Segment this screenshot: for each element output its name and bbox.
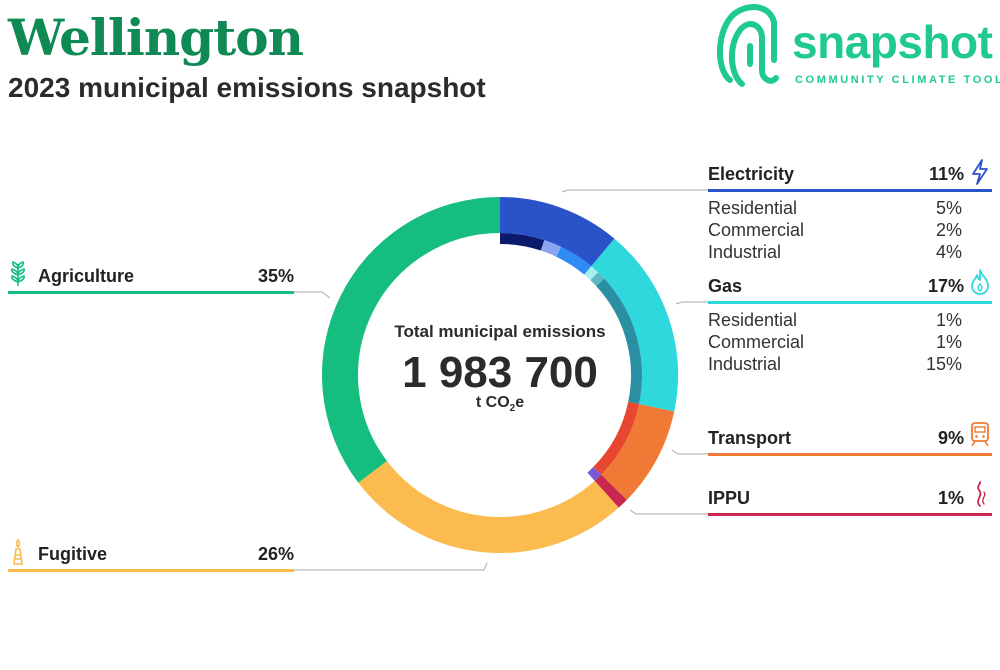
donut-subslice-electricity-commercial [540,240,562,257]
electricity-label: Electricity [708,164,795,184]
gas-sub-industrial: Industrial 15% [708,354,962,374]
snapshot-logo: snapshot COMMUNITY CLIMATE TOOL [712,0,1000,92]
gas-flare-icon [13,538,23,565]
logo-wordmark: snapshot [792,16,993,68]
fingerprint-logo-icon [717,4,779,87]
ippu-rule [708,513,992,516]
gas-rule [708,301,992,304]
donut-slice-gas [590,238,678,412]
gas-sub-residential: Residential 1% [708,310,962,330]
donut-subslice-gas-commercial [590,272,605,287]
donut-slice-transport [600,403,675,500]
legend-electricity: Electricity 11% [708,164,964,185]
city-title: Wellington [8,8,304,67]
electricity-sub-industrial: Industrial 4% [708,242,962,262]
lightning-icon [972,159,988,185]
electricity-pct: 11% [928,164,964,184]
ippu-pct: 1% [937,488,964,508]
electricity-sub-commercial: Commercial 2% [708,220,962,240]
wheat-icon [11,261,25,286]
electricity-sub-residential: Residential 5% [708,198,962,218]
transport-pct: 9% [937,428,964,448]
fugitive-pct: 26% [257,544,294,564]
gas-pct: 17% [927,276,964,296]
legend-gas: Gas 17% [708,276,964,297]
total-emissions: Total municipal emissions 1 983 700 t CO… [360,322,640,414]
donut-slice-agriculture [322,197,501,483]
donut-subslice-electricity-industrial [556,246,592,275]
donut-subslice-gas-industrial [596,278,642,405]
gas-label: Gas [708,276,743,296]
fugitive-label: Fugitive [38,544,108,564]
total-label: Total municipal emissions [394,322,606,341]
donut-slice-fugitive [358,460,619,553]
leader-line-fugitive [292,562,488,571]
donut-subslice-electricity-residential [499,233,545,251]
agriculture-label: Agriculture [38,266,135,286]
legend-ippu: IPPU 1% [708,488,964,509]
leader-line-gas [675,301,708,305]
transport-rule [708,453,992,456]
agriculture-pct: 35% [257,266,294,286]
smoke-icon [977,481,986,507]
fugitive-rule [8,569,294,572]
legend-transport: Transport 9% [708,428,964,449]
legend-agriculture: Agriculture 35% [38,266,294,287]
legend-fugitive: Fugitive 26% [38,544,294,565]
donut-subslice-gas-residential [584,266,598,281]
flame-icon [971,269,989,295]
electricity-rule [708,189,992,192]
leader-line-agriculture [292,291,331,299]
ippu-label: IPPU [708,488,751,508]
donut-slice-electricity [499,197,615,267]
donut-slice-ippu [594,474,627,508]
leader-line-electricity [561,189,708,193]
total-unit: t CO2e [475,394,525,415]
gas-sub-commercial: Commercial 1% [708,332,962,352]
donut-inner-transport [593,401,639,475]
agriculture-rule [8,291,294,294]
page-subtitle: 2023 municipal emissions snapshot [8,72,486,103]
logo-tagline: COMMUNITY CLIMATE TOOL [795,74,1000,86]
leader-line-transport [671,449,708,455]
leader-line-ippu [629,509,708,515]
total-value: 1 983 700 [402,348,598,397]
train-icon [971,422,989,447]
transport-label: Transport [708,428,792,448]
donut-inner-ippu [587,466,602,481]
